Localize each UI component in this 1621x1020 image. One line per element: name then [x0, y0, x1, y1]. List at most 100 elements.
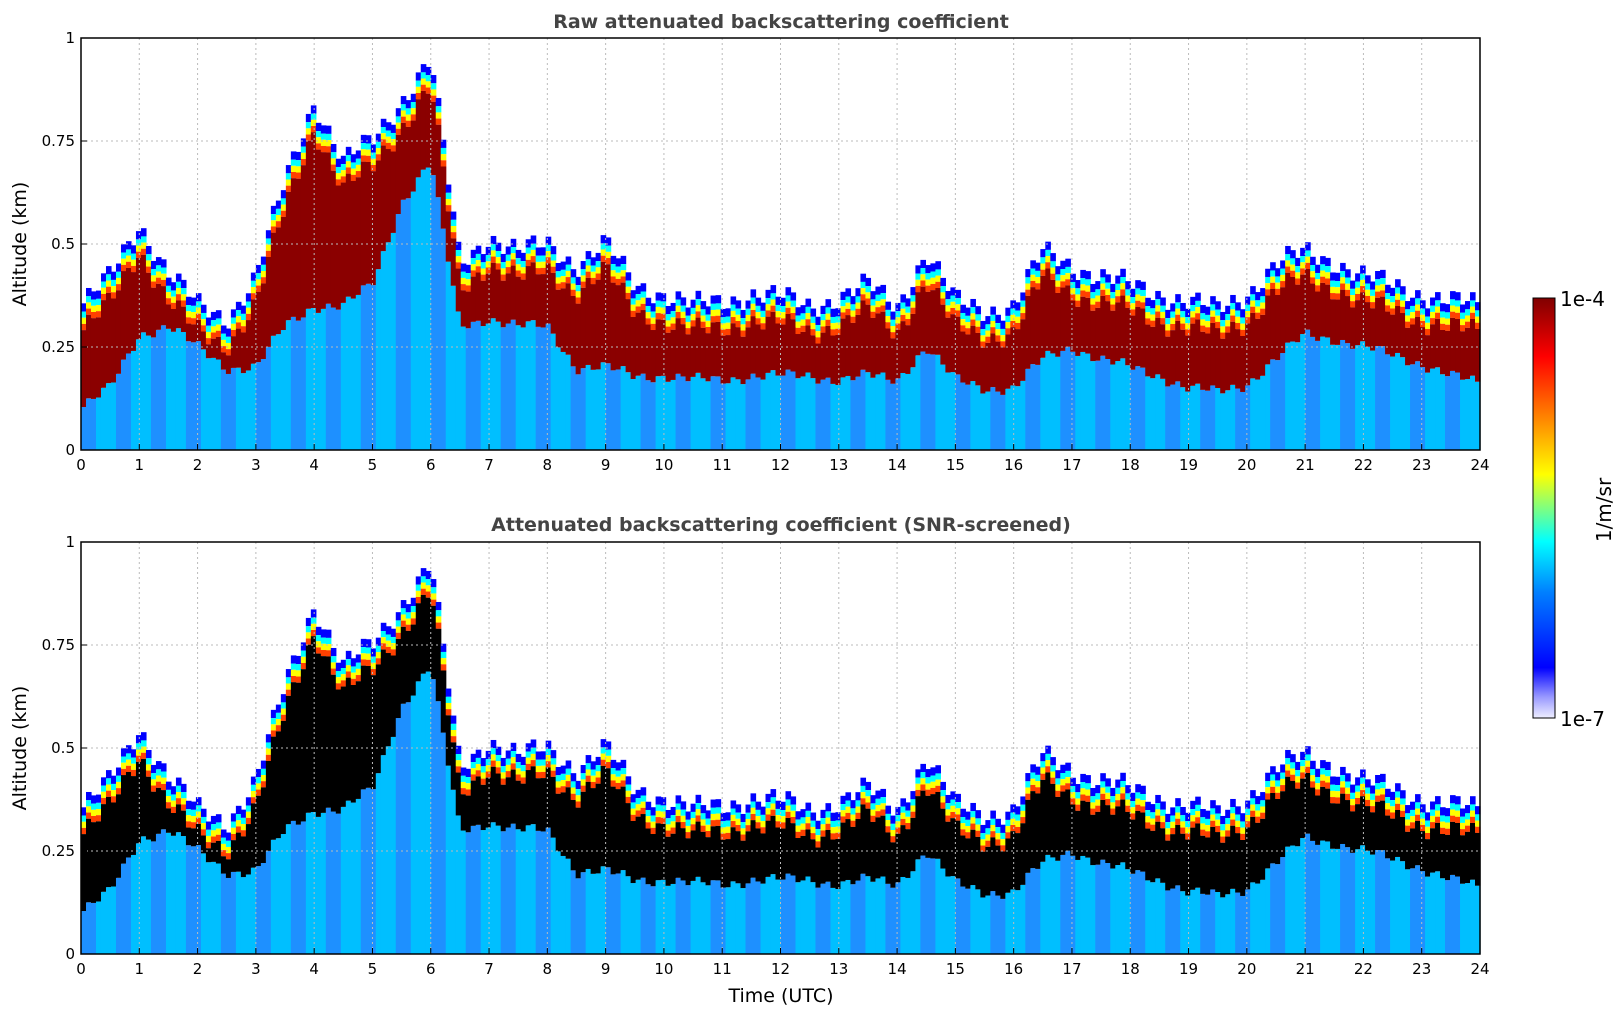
cloud-cell [1210, 800, 1216, 809]
subcloud-column [1305, 329, 1311, 450]
cloud-cell [1135, 288, 1141, 295]
cloud-cell [1180, 311, 1186, 318]
cloud-cell [615, 770, 622, 777]
cloud-cell [195, 293, 202, 302]
cloud-cell [260, 768, 267, 776]
cloud-cell [1455, 822, 1461, 877]
cloud-cell [395, 612, 402, 621]
subcloud-column [265, 850, 272, 954]
cloud-cell [1130, 315, 1136, 370]
cloud-cell [1320, 256, 1326, 265]
cloud-cell [85, 806, 92, 813]
cloud-cell [1020, 804, 1026, 811]
cloud-cell [215, 336, 222, 360]
cloud-cell [1115, 806, 1121, 866]
cloud-cell [480, 268, 487, 275]
cloud-cell [1465, 327, 1471, 380]
cloud-cell [195, 823, 202, 846]
cloud-cell [805, 319, 812, 326]
cloud-cell [190, 828, 197, 847]
cloud-cell [1020, 306, 1026, 314]
cloud-cell [1290, 264, 1296, 271]
subcloud-column [85, 398, 92, 450]
cloud-cell [890, 842, 897, 888]
cloud-cell [1210, 826, 1216, 890]
subcloud-column [900, 876, 907, 954]
subcloud-column [635, 375, 642, 450]
cloud-cell [1260, 308, 1266, 315]
cloud-cell [810, 833, 817, 840]
cloud-cell [895, 317, 902, 324]
cloud-cell [425, 570, 432, 580]
cloud-cell [1080, 269, 1086, 279]
cloud-cell [855, 812, 862, 819]
cloud-cell [630, 290, 637, 299]
cloud-cell [165, 298, 172, 305]
cloud-cell [860, 300, 867, 370]
cloud-cell [145, 749, 152, 759]
cloud-cell [280, 714, 287, 721]
cloud-cell [1120, 793, 1126, 800]
cloud-cell [935, 779, 941, 786]
subcloud-column [460, 326, 467, 450]
subcloud-column [1430, 872, 1436, 954]
cloud-cell [445, 192, 452, 199]
subcloud-column [820, 379, 827, 450]
subcloud-column [1180, 891, 1186, 954]
cloud-cell [780, 306, 787, 313]
cloud-cell [1335, 272, 1341, 282]
cloud-cell [1215, 315, 1221, 322]
cloud-cell [1360, 796, 1366, 846]
cloud-cell [520, 783, 527, 832]
cloud-cell [1220, 332, 1226, 339]
cloud-cell [1060, 791, 1066, 855]
subcloud-column [340, 806, 347, 954]
subcloud-column [950, 876, 956, 954]
cloud-cell [555, 793, 562, 852]
cloud-cell [210, 332, 217, 339]
cloud-cell [950, 799, 956, 806]
cloud-cell [1290, 768, 1296, 775]
subcloud-column [970, 885, 976, 954]
cloud-cell [630, 794, 637, 803]
cloud-cell [870, 299, 877, 306]
cloud-cell [825, 823, 832, 830]
cloud-cell [1235, 329, 1241, 389]
subcloud-column [1370, 350, 1376, 450]
subcloud-column [1150, 882, 1156, 954]
subcloud-column [845, 879, 852, 954]
cloud-cell [1240, 323, 1246, 330]
cloud-cell [130, 769, 137, 777]
cloud-cell [1175, 812, 1181, 819]
cloud-cell [120, 264, 127, 272]
cloud-cell [1380, 800, 1386, 851]
cloud-cell [305, 134, 312, 141]
cloud-cell [435, 610, 442, 617]
cloud-cell [190, 312, 197, 319]
cloud-cell [1155, 305, 1161, 312]
cloud-cell [1130, 288, 1136, 298]
subcloud-column [115, 877, 122, 954]
cloud-cell [1390, 806, 1396, 813]
subcloud-column [490, 822, 497, 954]
cloud-cell [485, 765, 492, 772]
cloud-cell [1055, 770, 1061, 779]
cloud-cell [735, 818, 742, 825]
cloud-cell [1050, 757, 1056, 766]
cloud-cell [350, 666, 357, 673]
cloud-cell [935, 287, 941, 355]
cloud-cell [110, 286, 117, 293]
cloud-cell [415, 576, 422, 585]
cloud-cell [180, 798, 187, 805]
subcloud-column [105, 383, 112, 450]
cloud-cell [1465, 813, 1471, 820]
cloud-cell [770, 299, 777, 306]
cloud-cell [720, 839, 727, 888]
cloud-cell [135, 231, 142, 240]
cloud-cell [1380, 269, 1386, 279]
cloud-cell [1215, 301, 1221, 310]
cloud-cell [520, 267, 527, 274]
cloud-cell [1325, 272, 1331, 279]
cloud-cell [1265, 772, 1271, 781]
subcloud-column [130, 350, 137, 450]
